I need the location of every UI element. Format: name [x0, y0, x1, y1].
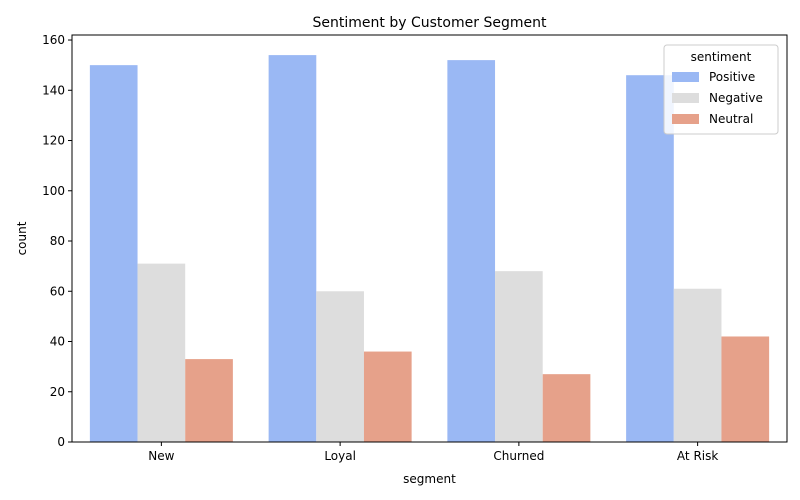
- legend: sentiment Positive Negative Neutral: [663, 44, 779, 135]
- bars-group: [89, 55, 770, 443]
- y-tick-label: 40: [50, 335, 65, 349]
- y-tick-label: 60: [50, 284, 65, 298]
- bar-churned-negative: [495, 271, 543, 442]
- x-axis-label: segment: [403, 472, 456, 486]
- x-tick-label: Loyal: [324, 449, 356, 463]
- legend-label-neutral: Neutral: [709, 112, 753, 126]
- bar-loyal-positive: [268, 55, 317, 443]
- legend-label-positive: Positive: [709, 70, 755, 84]
- bar-loyal-negative: [316, 291, 364, 442]
- bar-churned-positive: [447, 60, 496, 443]
- x-axis: New Loyal Churned At Risk: [148, 442, 718, 463]
- bar-loyal-neutral: [363, 351, 412, 442]
- bar-at-risk-negative: [673, 288, 722, 442]
- legend-items: Positive Negative Neutral: [672, 70, 763, 126]
- y-tick-label: 20: [50, 385, 65, 399]
- bar-churned-neutral: [542, 374, 591, 442]
- y-tick-label: 100: [42, 184, 65, 198]
- legend-swatch-negative: [672, 93, 699, 103]
- legend-label-negative: Negative: [709, 91, 763, 105]
- x-tick-label: At Risk: [677, 449, 718, 463]
- legend-swatch-neutral: [672, 114, 699, 124]
- y-tick-label: 160: [42, 33, 65, 47]
- y-tick-label: 80: [50, 234, 65, 248]
- bar-new-negative: [137, 263, 186, 442]
- y-tick-label: 140: [42, 83, 65, 97]
- bar-at-risk-positive: [626, 75, 674, 442]
- bar-at-risk-neutral: [721, 336, 770, 442]
- x-tick-label: Churned: [493, 449, 544, 463]
- bar-new-neutral: [185, 359, 233, 442]
- chart-title: Sentiment by Customer Segment: [313, 15, 547, 31]
- y-tick-label: 0: [57, 435, 65, 449]
- bar-new-positive: [89, 65, 138, 443]
- y-axis-label: count: [15, 221, 29, 255]
- legend-swatch-positive: [672, 72, 699, 82]
- y-tick-label: 120: [42, 134, 65, 148]
- x-tick-label: New: [148, 449, 174, 463]
- plot-frame: [71, 34, 788, 443]
- legend-title: sentiment: [691, 50, 752, 64]
- legend-box: [663, 44, 779, 135]
- y-axis: 0 20 40 60 80 100 120 140 160: [42, 33, 72, 449]
